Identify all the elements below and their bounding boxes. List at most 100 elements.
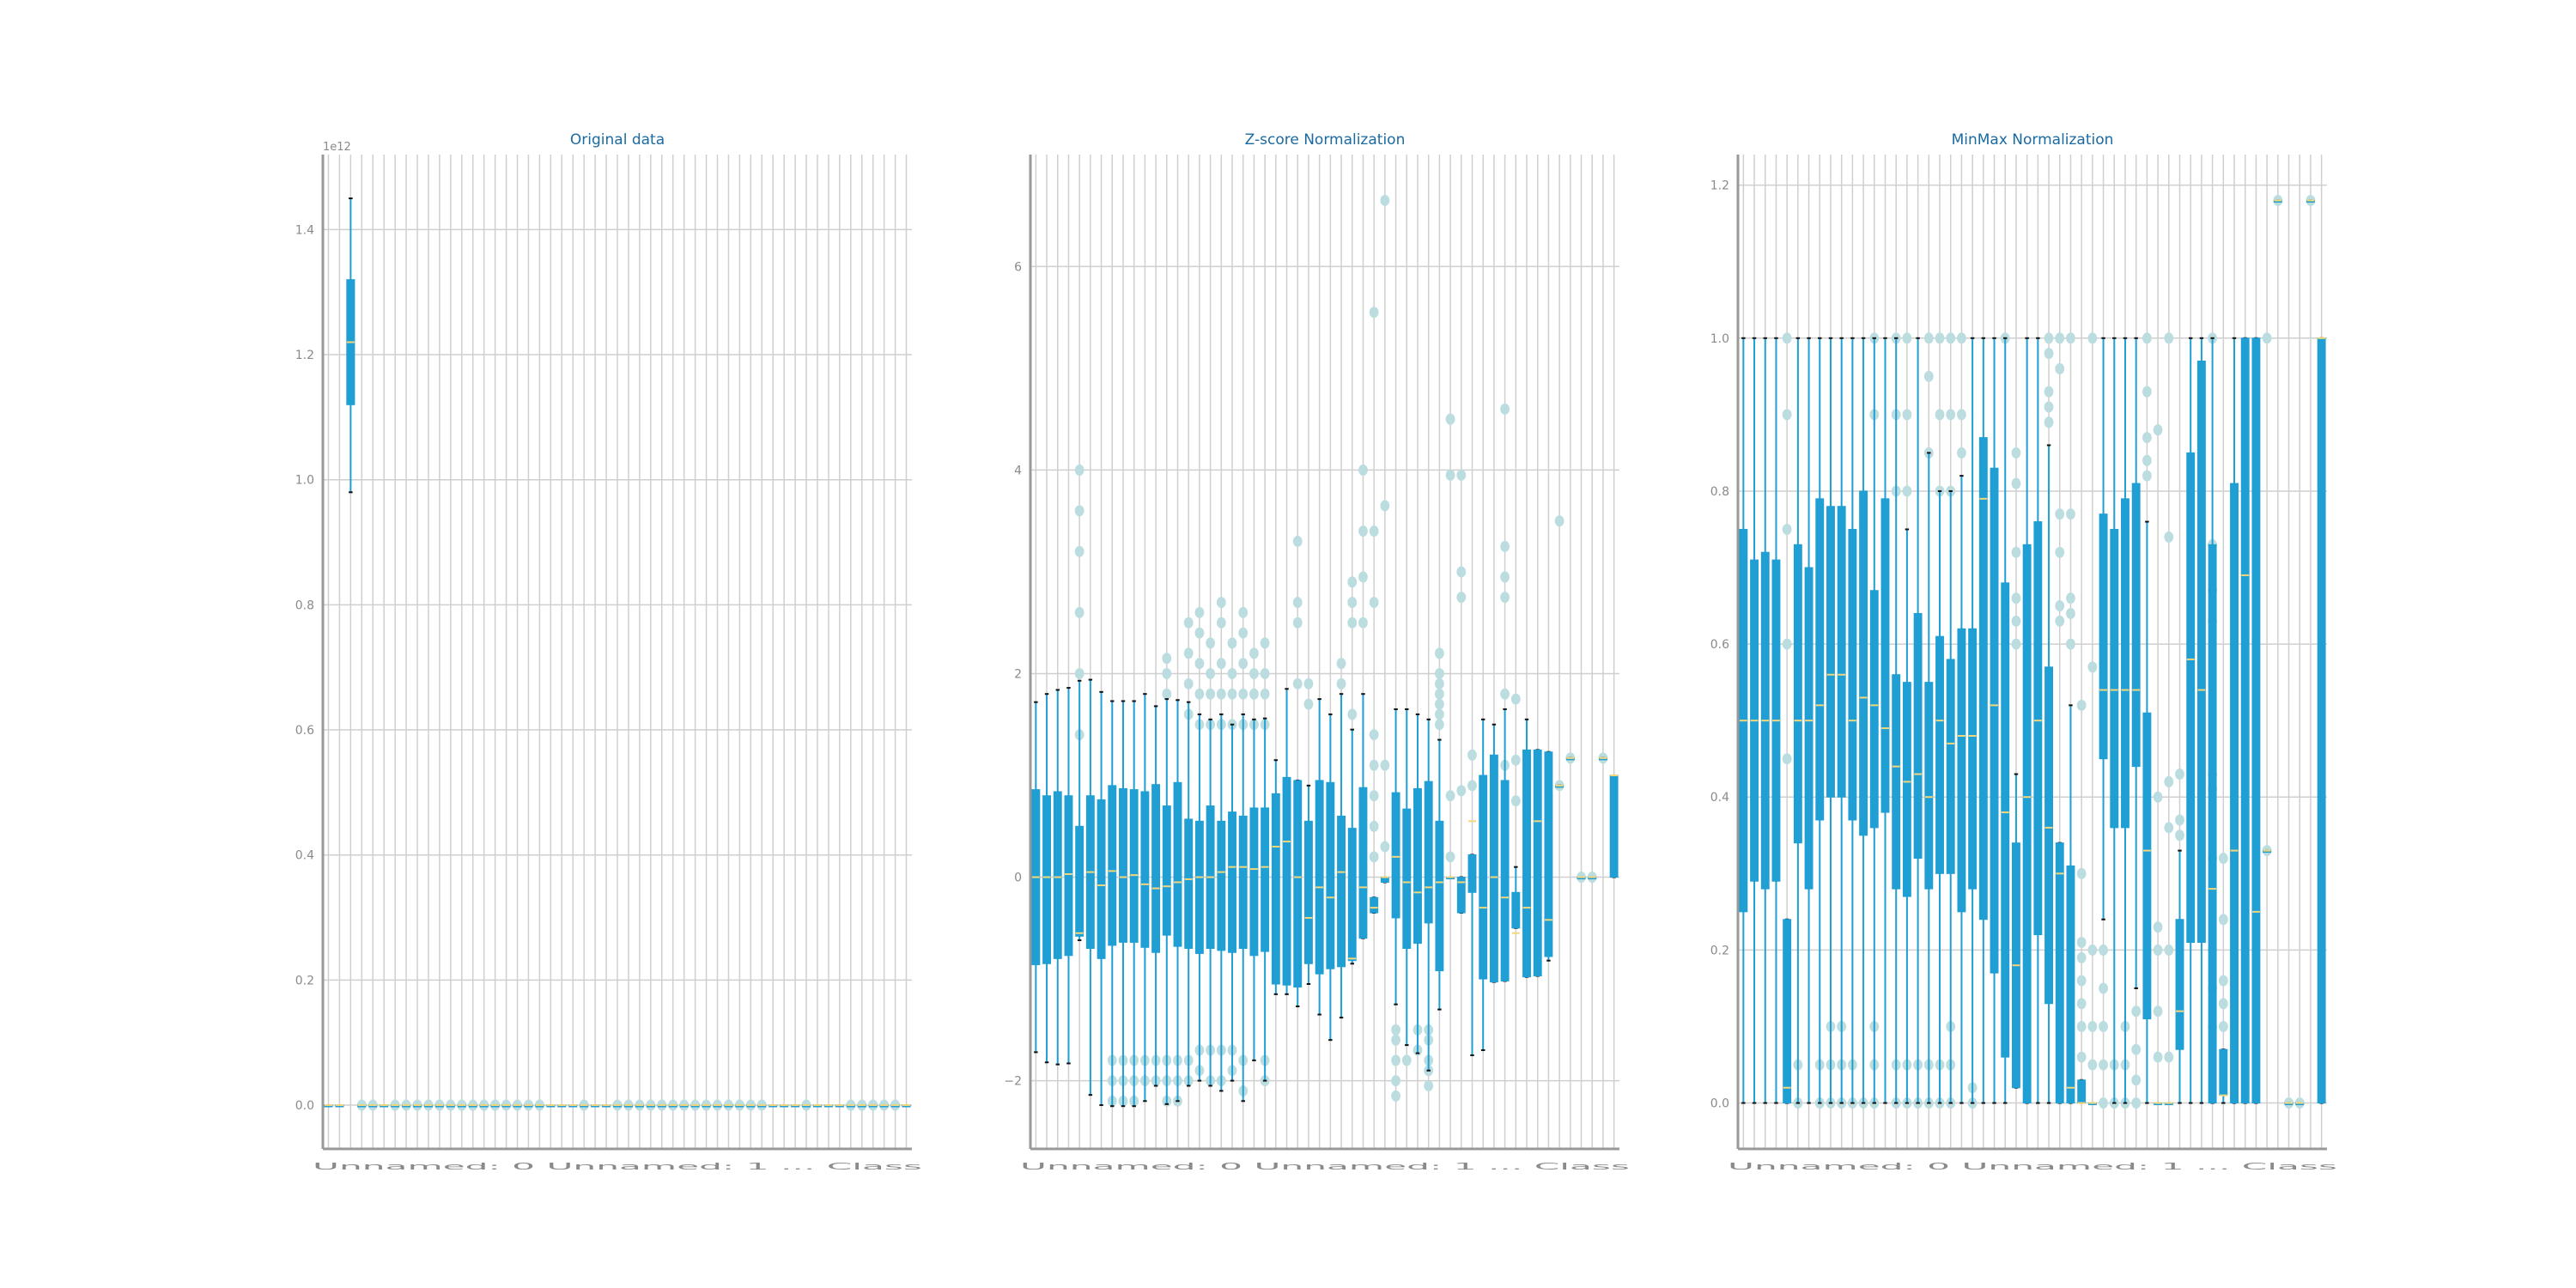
flier bbox=[1358, 464, 1368, 476]
flier bbox=[1500, 403, 1510, 415]
y-tick-label: 0 bbox=[1014, 872, 1022, 885]
box-iqr bbox=[1173, 781, 1182, 947]
chart-panel-minmax: MinMax Normalization Unnamed: 0 Unnamed:… bbox=[1710, 131, 2338, 1172]
box bbox=[1577, 872, 1586, 884]
box bbox=[1064, 687, 1073, 1065]
box bbox=[568, 1104, 578, 1108]
flier bbox=[2164, 1051, 2174, 1063]
flier bbox=[2055, 332, 2065, 344]
box-iqr bbox=[1075, 825, 1084, 937]
box bbox=[1598, 752, 1608, 764]
y-tick-label: 0.2 bbox=[1710, 944, 1729, 957]
flier bbox=[1303, 698, 1314, 710]
box bbox=[2000, 332, 2010, 1104]
flier bbox=[2175, 769, 2184, 781]
flier bbox=[1434, 647, 1444, 659]
flier bbox=[1260, 667, 1270, 679]
flier bbox=[2087, 661, 2098, 673]
box bbox=[479, 1099, 489, 1111]
box-iqr bbox=[1544, 751, 1553, 957]
box bbox=[2022, 337, 2032, 1104]
box bbox=[879, 1099, 890, 1111]
box bbox=[1401, 708, 1412, 1066]
box-iqr bbox=[2208, 544, 2217, 1104]
box bbox=[1129, 700, 1139, 1108]
box bbox=[1609, 775, 1619, 878]
flier bbox=[2142, 470, 2152, 482]
box-iqr bbox=[1815, 498, 1825, 821]
flier bbox=[2262, 332, 2272, 344]
flier bbox=[1183, 677, 1194, 690]
box-iqr bbox=[1238, 815, 1248, 950]
box-iqr bbox=[2033, 521, 2043, 936]
box-iqr bbox=[1140, 791, 1150, 948]
flier bbox=[1238, 606, 1249, 618]
box-iqr bbox=[1467, 854, 1477, 893]
box-iqr bbox=[1892, 674, 1901, 890]
box bbox=[457, 1099, 467, 1111]
flier bbox=[1238, 688, 1249, 700]
box bbox=[1467, 749, 1477, 1056]
box bbox=[823, 1104, 833, 1108]
box bbox=[324, 1104, 333, 1108]
box bbox=[368, 1099, 378, 1111]
flier bbox=[1260, 688, 1270, 700]
flier bbox=[2076, 936, 2087, 948]
box bbox=[2066, 332, 2075, 1104]
box-iqr bbox=[1337, 815, 1346, 968]
flier bbox=[1391, 1024, 1400, 1036]
y-tick-label: 6 bbox=[1014, 260, 1022, 274]
flier bbox=[1456, 566, 1467, 578]
flier bbox=[1554, 515, 1564, 527]
box-iqr bbox=[1869, 590, 1879, 829]
box bbox=[1249, 647, 1259, 1061]
box bbox=[2120, 337, 2130, 1109]
flier bbox=[1902, 485, 1912, 497]
flier bbox=[2153, 791, 2163, 803]
flier bbox=[2066, 638, 2075, 650]
flier bbox=[2066, 607, 2075, 619]
box bbox=[1990, 337, 1999, 1104]
box bbox=[1587, 872, 1597, 884]
flier bbox=[2076, 998, 2087, 1010]
box bbox=[1031, 701, 1041, 1054]
box-iqr bbox=[1370, 896, 1379, 914]
box bbox=[356, 1099, 367, 1111]
box bbox=[1183, 617, 1194, 1087]
box bbox=[1760, 337, 1770, 1104]
flier bbox=[2131, 1043, 2142, 1055]
flier bbox=[1369, 790, 1379, 802]
flier bbox=[2218, 998, 2228, 1010]
flier bbox=[2087, 1020, 2098, 1032]
box-iqr bbox=[1479, 775, 1488, 980]
box bbox=[2131, 337, 2142, 1109]
flier bbox=[2142, 386, 2152, 398]
box bbox=[1434, 647, 1444, 1011]
flier bbox=[1434, 677, 1444, 690]
box bbox=[1782, 332, 1792, 1104]
box-iqr bbox=[1184, 818, 1194, 950]
y-tick-label: 0.6 bbox=[1710, 638, 1729, 652]
box bbox=[412, 1099, 422, 1111]
flier bbox=[1216, 688, 1226, 700]
box bbox=[1522, 718, 1531, 978]
box-iqr bbox=[1391, 792, 1400, 919]
box bbox=[1238, 606, 1249, 1103]
box bbox=[2273, 194, 2283, 206]
flier bbox=[2218, 914, 2228, 926]
y-tick-label: 0.4 bbox=[1710, 791, 1729, 805]
box bbox=[2044, 332, 2054, 1104]
box bbox=[723, 1099, 733, 1111]
flier bbox=[1194, 627, 1205, 639]
box bbox=[2317, 337, 2326, 1104]
y-tick-label: 2 bbox=[1014, 667, 1022, 681]
box bbox=[1445, 413, 1455, 880]
box bbox=[801, 1099, 811, 1111]
box bbox=[1533, 749, 1542, 977]
box-iqr bbox=[1064, 795, 1073, 957]
grid bbox=[1030, 155, 1619, 1149]
box-iqr bbox=[2175, 919, 2184, 1050]
flier bbox=[1380, 194, 1390, 206]
flier bbox=[2164, 775, 2174, 787]
box-iqr bbox=[1489, 754, 1498, 983]
